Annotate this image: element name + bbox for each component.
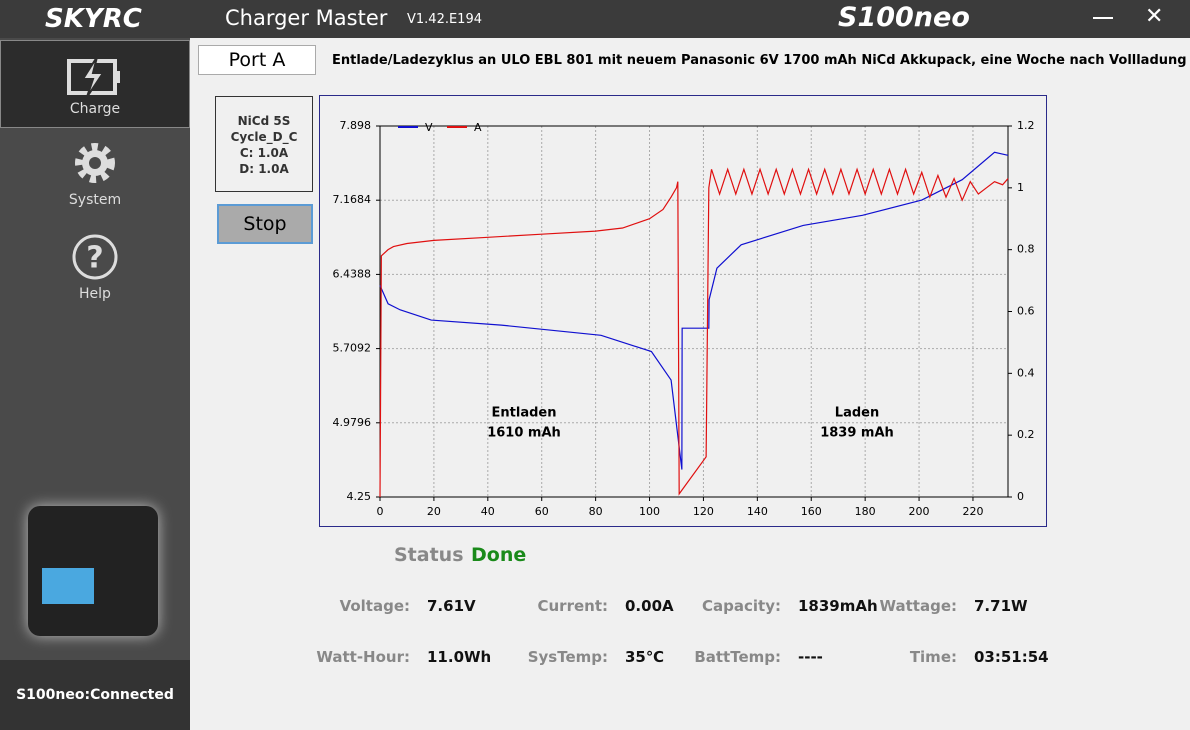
reading-label: Current:: [537, 597, 608, 615]
reading-value: ----: [798, 648, 823, 666]
connection-status: S100neo:Connected: [0, 660, 190, 730]
x-tick-label: 220: [962, 505, 983, 518]
y2-tick-label: 0.8: [1017, 243, 1035, 256]
model: S100neo: [838, 2, 970, 33]
device-screen: [42, 568, 94, 604]
y2-tick-label: 0: [1017, 490, 1024, 503]
status-value: Done: [471, 544, 527, 566]
nav-label: Help: [79, 286, 111, 302]
y2-tick-label: 0.2: [1017, 428, 1035, 441]
stop-button[interactable]: Stop: [217, 204, 313, 244]
y2-tick-label: 1.2: [1017, 119, 1035, 132]
reading-value: 7.61V: [427, 597, 476, 615]
annotation: 1610 mAh: [487, 426, 561, 441]
legend-label: A: [474, 121, 482, 134]
nav-system[interactable]: System: [0, 138, 190, 208]
annotation: 1839 mAh: [820, 426, 894, 441]
app-name: Charger Master: [225, 6, 388, 30]
info-line: D: 1.0A: [239, 162, 289, 176]
reading-label: Wattage:: [879, 597, 957, 615]
reading-value: 03:51:54: [974, 648, 1049, 666]
x-tick-label: 200: [909, 505, 930, 518]
reading-label: Watt-Hour:: [316, 648, 410, 666]
reading-label: BattTemp:: [694, 648, 781, 666]
reading-value: 0.00A: [625, 597, 674, 615]
close-button[interactable]: ✕: [1145, 4, 1164, 29]
status-label: Status: [394, 544, 464, 566]
x-tick-label: 0: [377, 505, 384, 518]
y-tick-label: 4.9796: [333, 416, 372, 429]
version: V1.42.E194: [407, 12, 482, 27]
y2-tick-label: 0.4: [1017, 366, 1035, 379]
data-line: [379, 151, 1009, 470]
reading-value: 7.71W: [974, 597, 1028, 615]
y-tick-label: 4.25: [347, 490, 372, 503]
x-tick-label: 40: [481, 505, 495, 518]
y2-tick-label: 1: [1017, 181, 1024, 194]
y-tick-label: 5.7092: [333, 342, 372, 355]
minimize-button[interactable]: [1093, 17, 1113, 19]
reading-label: SysTemp:: [527, 648, 608, 666]
x-tick-label: 120: [693, 505, 714, 518]
info-box: NiCd 5S Cycle_D_C C: 1.0A D: 1.0A: [215, 96, 313, 192]
chart: 4.25 4.9796 5.7092 6.4388 7.1684 7.898 0 0.2 0.4…: [319, 95, 1047, 527]
x-tick-label: 60: [535, 505, 549, 518]
svg-text:?: ?: [86, 241, 103, 276]
nav-charge[interactable]: Charge: [0, 40, 190, 128]
device-image: [28, 506, 158, 636]
info-line: C: 1.0A: [239, 146, 289, 160]
x-tick-label: 180: [855, 505, 876, 518]
help-icon: ?: [72, 234, 118, 280]
charge-icon: [67, 56, 120, 98]
x-tick-label: 20: [427, 505, 441, 518]
reading-label: Capacity:: [702, 597, 781, 615]
title-bar: SKYRC Charger Master V1.42.E194 S100neo …: [0, 0, 1190, 38]
x-tick-label: 100: [639, 505, 660, 518]
y-tick-label: 7.898: [340, 119, 372, 132]
annotation: Entladen: [492, 406, 557, 421]
reading-label: Voltage:: [339, 597, 410, 615]
legend-label: V: [425, 121, 433, 134]
y-tick-label: 7.1684: [333, 193, 372, 206]
y-tick-label: 6.4388: [333, 267, 372, 280]
x-tick-label: 140: [747, 505, 768, 518]
nav-label: Charge: [69, 101, 121, 117]
nav-label: System: [68, 192, 122, 208]
gear-icon: [75, 143, 115, 183]
info-line: NiCd 5S: [237, 114, 291, 128]
description: Entlade/Ladezyklus an ULO EBL 801 mit ne…: [332, 53, 1187, 68]
data-line: [379, 167, 1009, 498]
reading-value: 11.0Wh: [427, 648, 492, 666]
x-tick-label: 160: [801, 505, 822, 518]
reading-label: Time:: [909, 648, 957, 666]
x-tick-label: 80: [589, 505, 603, 518]
sidebar: Charge System ? Help S100neo:Connected: [0, 38, 190, 730]
reading-value: 35℃: [625, 648, 665, 666]
info-line: Cycle_D_C: [230, 130, 298, 144]
y2-tick-label: 0.6: [1017, 305, 1035, 318]
plot-frame: [379, 125, 1009, 498]
reading-value: 1839mAh: [798, 597, 878, 615]
annotation: Laden: [835, 406, 879, 421]
nav-help[interactable]: ? Help: [0, 232, 190, 302]
port-tab[interactable]: Port A: [198, 45, 316, 75]
logo: SKYRC: [45, 4, 142, 34]
chart-frame: [319, 95, 1047, 527]
